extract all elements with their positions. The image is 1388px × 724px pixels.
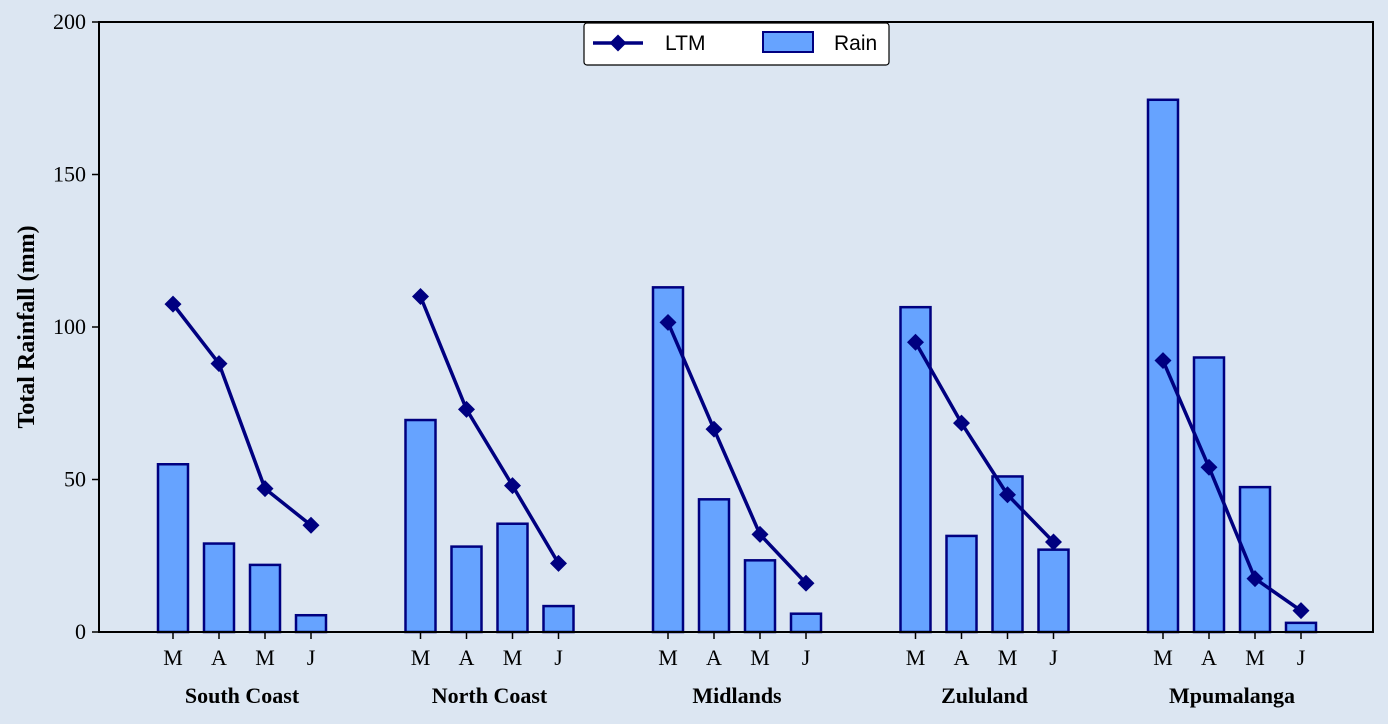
- x-tick-label: J: [554, 645, 563, 670]
- ltm-marker: [550, 554, 567, 572]
- y-axis-title: Total Rainfall (mm): [14, 225, 40, 428]
- rain-bar: [496, 522, 529, 634]
- rain-bar: [789, 612, 823, 634]
- rain-bar: [156, 463, 190, 634]
- legend-ltm-label: LTM: [665, 32, 705, 55]
- x-tick-label: A: [1201, 645, 1217, 670]
- rain-bars: [156, 98, 1318, 634]
- ltm-marker: [1246, 570, 1264, 588]
- x-tick-label: M: [658, 645, 678, 670]
- ltm-marker: [256, 480, 274, 498]
- rain-bar: [1284, 621, 1318, 634]
- x-tick-label: M: [906, 645, 926, 670]
- ltm-marker: [953, 414, 970, 432]
- ltm-line: [171, 303, 313, 527]
- ltm-marker: [302, 516, 320, 534]
- ltm-marker: [659, 313, 677, 331]
- ltm-marker: [458, 400, 475, 418]
- x-tick-label: M: [750, 645, 770, 670]
- group-label: Zululand: [941, 683, 1028, 708]
- rain-bar: [404, 418, 437, 634]
- x-tick-label: M: [1245, 645, 1265, 670]
- ltm-marker: [705, 420, 723, 438]
- rain-bar: [651, 286, 685, 634]
- y-axis: 0 50 100 150 200: [53, 9, 99, 644]
- y-tick-label: 150: [53, 162, 86, 187]
- legend: LTM Rain: [583, 22, 890, 66]
- ltm-marker: [164, 295, 182, 313]
- group-label: Midlands: [692, 683, 782, 708]
- ltm-marker: [504, 477, 521, 495]
- y-tick-label: 100: [53, 314, 86, 339]
- x-tick-label: A: [954, 645, 970, 670]
- rain-bar: [450, 545, 483, 634]
- x-tick-label: M: [1153, 645, 1173, 670]
- y-tick-label: 0: [75, 619, 86, 644]
- ltm-marker: [797, 574, 815, 592]
- rain-bar: [1238, 485, 1272, 634]
- legend-rain-swatch: [762, 31, 814, 53]
- y-tick-label: 50: [64, 467, 86, 492]
- x-tick-label: A: [211, 645, 227, 670]
- x-tick-label: M: [255, 645, 275, 670]
- y-tick-label: 200: [53, 9, 86, 34]
- ltm-marker: [907, 333, 924, 351]
- ltm-line: [913, 341, 1055, 544]
- x-tick-label: M: [998, 645, 1018, 670]
- rain-bar: [542, 604, 575, 634]
- x-tick-label: J: [1049, 645, 1058, 670]
- x-tick-label: A: [459, 645, 475, 670]
- x-tick-label: M: [503, 645, 523, 670]
- group-label: North Coast: [432, 683, 548, 708]
- ltm-marker: [999, 486, 1016, 504]
- rain-bar: [743, 559, 777, 634]
- x-tick-label: J: [1297, 645, 1306, 670]
- ltm-line: [666, 321, 808, 585]
- group-label: South Coast: [185, 683, 300, 708]
- ltm-marker: [1292, 602, 1310, 620]
- ltm-line: [1161, 359, 1302, 613]
- ltm-marker: [1045, 533, 1062, 551]
- rain-bar: [202, 542, 236, 634]
- plot-frame: [98, 21, 1374, 633]
- x-tick-label: M: [163, 645, 183, 670]
- rain-bar: [294, 613, 328, 634]
- rain-bar: [1037, 548, 1070, 634]
- x-tick-label: M: [411, 645, 431, 670]
- x-tick-label: A: [706, 645, 722, 670]
- ltm-marker: [751, 525, 769, 543]
- group-label: Mpumalanga: [1169, 683, 1295, 708]
- rain-bar: [697, 498, 731, 634]
- ltm-series: [164, 288, 1310, 620]
- legend-rain-label: Rain: [834, 32, 877, 55]
- rain-bar: [945, 534, 978, 634]
- x-tick-label: J: [802, 645, 811, 670]
- rain-bar: [248, 563, 282, 634]
- ltm-marker: [412, 288, 429, 305]
- ltm-line: [418, 295, 561, 565]
- rain-bar: [899, 305, 932, 634]
- legend-ltm-marker: [609, 34, 627, 52]
- x-tick-label: J: [307, 645, 316, 670]
- ltm-marker: [210, 355, 228, 373]
